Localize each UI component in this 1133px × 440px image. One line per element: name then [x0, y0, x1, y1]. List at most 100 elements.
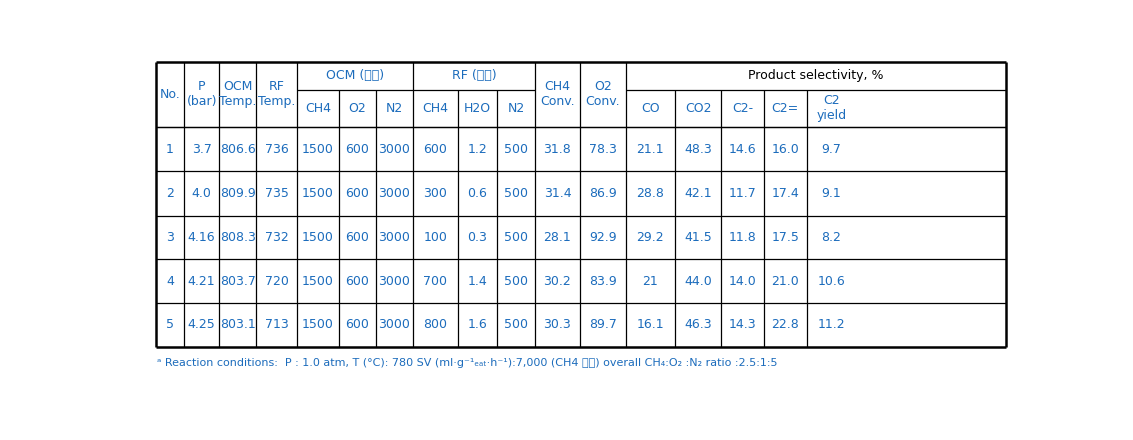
Text: CO: CO: [641, 102, 659, 115]
Text: OCM (유량): OCM (유량): [325, 70, 384, 82]
Text: 100: 100: [424, 231, 448, 244]
Text: 809.9: 809.9: [220, 187, 256, 200]
Text: 22.8: 22.8: [772, 319, 799, 331]
Text: 17.4: 17.4: [772, 187, 799, 200]
Text: 14.3: 14.3: [729, 319, 757, 331]
Text: 0.3: 0.3: [467, 231, 487, 244]
Text: C2-: C2-: [732, 102, 753, 115]
Text: 4: 4: [165, 275, 173, 288]
Text: N2: N2: [508, 102, 525, 115]
Text: 11.7: 11.7: [729, 187, 757, 200]
Text: 31.8: 31.8: [544, 143, 571, 156]
Text: 10.6: 10.6: [818, 275, 845, 288]
Text: Product selectivity, %: Product selectivity, %: [748, 70, 884, 82]
Text: 9.1: 9.1: [821, 187, 841, 200]
Text: 42.1: 42.1: [684, 187, 712, 200]
Text: 1500: 1500: [303, 231, 334, 244]
Text: 17.5: 17.5: [772, 231, 799, 244]
Text: 1: 1: [165, 143, 173, 156]
Text: 803.1: 803.1: [220, 319, 256, 331]
Text: 735: 735: [264, 187, 289, 200]
Text: 3000: 3000: [378, 231, 410, 244]
Text: 3.7: 3.7: [191, 143, 212, 156]
Text: ᵃ Reaction conditions:  P : 1.0 atm, T (°C): 780 SV (ml·g⁻¹ₑₐₜ·h⁻¹):7,000 (CH4 기: ᵃ Reaction conditions: P : 1.0 atm, T (°…: [157, 358, 777, 368]
Text: 4.21: 4.21: [188, 275, 215, 288]
Text: 720: 720: [264, 275, 289, 288]
Text: 500: 500: [504, 231, 528, 244]
Text: H2O: H2O: [463, 102, 491, 115]
Text: RF (유량): RF (유량): [452, 70, 496, 82]
Text: 21: 21: [642, 275, 658, 288]
Text: 600: 600: [346, 275, 369, 288]
Text: 800: 800: [424, 319, 448, 331]
Text: 600: 600: [346, 143, 369, 156]
Text: 11.2: 11.2: [818, 319, 845, 331]
Text: 89.7: 89.7: [589, 319, 616, 331]
Text: 78.3: 78.3: [589, 143, 616, 156]
Text: 31.4: 31.4: [544, 187, 571, 200]
Text: P
(bar): P (bar): [187, 81, 216, 108]
Text: CH4: CH4: [305, 102, 331, 115]
Text: 600: 600: [346, 319, 369, 331]
Text: 16.0: 16.0: [772, 143, 799, 156]
Text: 500: 500: [504, 275, 528, 288]
Text: 713: 713: [265, 319, 289, 331]
Text: 1.4: 1.4: [467, 275, 487, 288]
Text: 14.6: 14.6: [729, 143, 757, 156]
Text: 2: 2: [165, 187, 173, 200]
Text: 500: 500: [504, 143, 528, 156]
Text: 500: 500: [504, 187, 528, 200]
Text: 21.0: 21.0: [772, 275, 799, 288]
Text: 29.2: 29.2: [637, 231, 664, 244]
Text: 600: 600: [346, 187, 369, 200]
Text: 4.0: 4.0: [191, 187, 212, 200]
Text: 28.8: 28.8: [637, 187, 664, 200]
Text: 1.2: 1.2: [467, 143, 487, 156]
Text: 3000: 3000: [378, 143, 410, 156]
Text: 21.1: 21.1: [637, 143, 664, 156]
Text: C2
yield: C2 yield: [816, 94, 846, 122]
Text: CH4
Conv.: CH4 Conv.: [540, 81, 574, 108]
Text: 0.6: 0.6: [467, 187, 487, 200]
Text: 1500: 1500: [303, 319, 334, 331]
Text: 1500: 1500: [303, 187, 334, 200]
Text: 300: 300: [424, 187, 448, 200]
Text: OCM
Temp.: OCM Temp.: [219, 81, 256, 108]
Text: 3000: 3000: [378, 319, 410, 331]
Text: 1500: 1500: [303, 143, 334, 156]
Text: CO2: CO2: [684, 102, 712, 115]
Text: 14.0: 14.0: [729, 275, 757, 288]
Text: 44.0: 44.0: [684, 275, 712, 288]
Text: 11.8: 11.8: [729, 231, 757, 244]
Text: 1500: 1500: [303, 275, 334, 288]
Text: 3000: 3000: [378, 187, 410, 200]
Text: 46.3: 46.3: [684, 319, 712, 331]
Text: 3000: 3000: [378, 275, 410, 288]
Text: 500: 500: [504, 319, 528, 331]
Text: 30.3: 30.3: [544, 319, 571, 331]
Text: O2: O2: [349, 102, 366, 115]
Text: 41.5: 41.5: [684, 231, 712, 244]
Text: 732: 732: [265, 231, 289, 244]
Text: No.: No.: [160, 88, 180, 101]
Text: 4.25: 4.25: [188, 319, 215, 331]
Text: C2=: C2=: [772, 102, 799, 115]
Text: 92.9: 92.9: [589, 231, 616, 244]
Text: 600: 600: [346, 231, 369, 244]
Text: 5: 5: [165, 319, 173, 331]
Text: 83.9: 83.9: [589, 275, 616, 288]
Text: 9.7: 9.7: [821, 143, 842, 156]
Text: 16.1: 16.1: [637, 319, 664, 331]
Text: 736: 736: [265, 143, 289, 156]
Text: RF
Temp.: RF Temp.: [258, 81, 296, 108]
Text: 4.16: 4.16: [188, 231, 215, 244]
Text: 600: 600: [424, 143, 448, 156]
Text: 86.9: 86.9: [589, 187, 616, 200]
Text: 700: 700: [424, 275, 448, 288]
Text: 806.6: 806.6: [220, 143, 256, 156]
Text: 803.7: 803.7: [220, 275, 256, 288]
Text: 1.6: 1.6: [467, 319, 487, 331]
Text: 28.1: 28.1: [544, 231, 571, 244]
Text: 30.2: 30.2: [544, 275, 571, 288]
Text: 8.2: 8.2: [821, 231, 842, 244]
